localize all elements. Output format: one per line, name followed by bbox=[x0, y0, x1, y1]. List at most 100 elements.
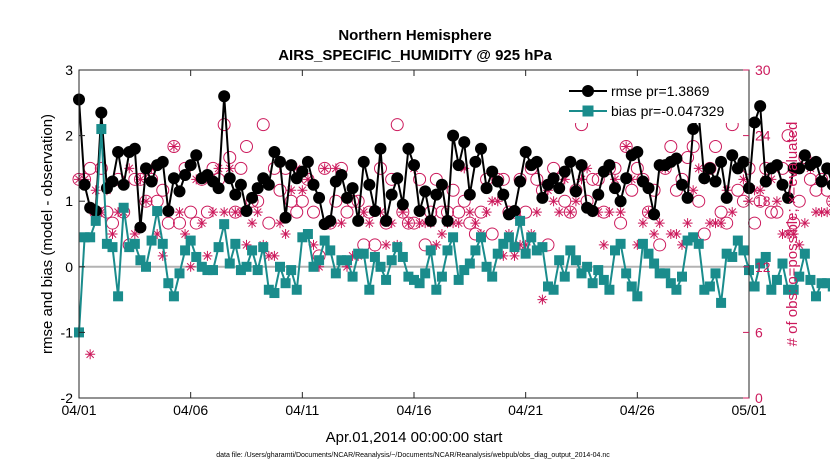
possible-obs-point bbox=[709, 140, 722, 154]
rmse-point bbox=[274, 155, 286, 168]
possible-obs-point bbox=[586, 172, 600, 186]
rmse-point bbox=[508, 205, 521, 218]
bias-point bbox=[208, 265, 218, 276]
evaluated-obs-point bbox=[168, 141, 179, 152]
rmse-point bbox=[363, 178, 376, 191]
y-right-tick-label: 30 bbox=[755, 62, 771, 78]
rmse-point bbox=[553, 182, 566, 195]
y-tick-label: -1 bbox=[61, 324, 74, 340]
bias-point bbox=[436, 271, 447, 282]
rmse-point bbox=[301, 155, 314, 168]
evaluated-obs-point bbox=[280, 229, 291, 239]
bias-point bbox=[481, 261, 492, 272]
legend-bias-label: bias pr=-0.047329 bbox=[611, 103, 724, 119]
bias-point bbox=[771, 274, 782, 285]
bias-point bbox=[330, 268, 341, 279]
rmse-point bbox=[145, 175, 158, 188]
evaluated-obs-point bbox=[688, 185, 699, 196]
rmse-point bbox=[251, 182, 264, 195]
bias-point bbox=[654, 268, 665, 279]
evaluated-obs-point bbox=[252, 207, 263, 218]
evaluated-obs-point bbox=[269, 250, 280, 261]
bias-point bbox=[263, 284, 274, 295]
bias-point bbox=[487, 271, 498, 282]
rmse-point bbox=[798, 149, 811, 162]
rmse-point bbox=[162, 205, 175, 218]
evaluated-obs-point bbox=[459, 163, 470, 174]
rmse-point bbox=[458, 136, 471, 149]
possible-obs-point bbox=[184, 205, 198, 219]
rmse-point bbox=[463, 188, 476, 201]
evaluated-obs-point bbox=[487, 196, 498, 207]
bias-point bbox=[492, 248, 503, 259]
evaluated-obs-point bbox=[347, 250, 358, 261]
x-tick-label: 04/06 bbox=[173, 402, 208, 418]
bias-point bbox=[604, 284, 615, 295]
bias-point bbox=[79, 232, 90, 243]
rmse-point bbox=[592, 188, 605, 201]
rmse-point bbox=[380, 214, 393, 227]
evaluated-obs-point bbox=[431, 239, 442, 250]
evaluated-obs-point bbox=[649, 229, 660, 239]
bias-point bbox=[816, 278, 827, 289]
possible-obs-point bbox=[418, 238, 432, 252]
evaluated-obs-point bbox=[693, 163, 704, 174]
rmse-point bbox=[469, 155, 482, 168]
bias-point bbox=[425, 245, 436, 256]
y-tick-label: 2 bbox=[65, 128, 73, 144]
legend: rmse pr=1.3869 bias pr=-0.047329 bbox=[563, 79, 741, 123]
evaluated-obs-point bbox=[219, 207, 230, 218]
bias-point bbox=[593, 265, 604, 276]
possible-obs-point bbox=[240, 140, 253, 154]
rmse-point bbox=[609, 182, 621, 195]
bias-point bbox=[297, 232, 308, 243]
rmse-point bbox=[793, 162, 806, 175]
bias-point bbox=[185, 235, 196, 246]
x-axis-label: Apr.01,2014 00:00:00 start bbox=[326, 429, 504, 446]
evaluated-obs-point bbox=[520, 239, 531, 250]
bias-point bbox=[247, 245, 258, 256]
possible-obs-point bbox=[390, 118, 404, 132]
possible-obs-point bbox=[781, 129, 795, 143]
evaluated-obs-point bbox=[682, 218, 693, 229]
evaluated-obs-point bbox=[811, 207, 821, 218]
bias-point bbox=[101, 238, 112, 249]
x-tick-label: 04/16 bbox=[396, 402, 431, 418]
possible-obs-point bbox=[217, 118, 231, 132]
rmse-point bbox=[687, 123, 700, 136]
rmse-point bbox=[307, 178, 320, 191]
bias-point bbox=[799, 248, 810, 259]
possible-obs-point bbox=[401, 216, 415, 230]
rmse-point bbox=[391, 172, 404, 185]
bias-point bbox=[336, 255, 347, 266]
rmse-point bbox=[720, 191, 733, 204]
series-layer bbox=[72, 90, 830, 360]
evaluated-obs-point bbox=[230, 207, 241, 218]
bias-point bbox=[291, 284, 302, 295]
rmse-point bbox=[424, 214, 437, 227]
possible-obs-point bbox=[630, 161, 644, 175]
bias-point bbox=[141, 261, 151, 272]
evaluated-obs-point bbox=[621, 141, 632, 152]
evaluated-obs-point bbox=[727, 207, 738, 218]
chart-subtitle: AIRS_SPECIFIC_HUMIDITY @ 925 hPa bbox=[278, 47, 552, 64]
data-file-footer: data file: /Users/gharamti/Documents/NCA… bbox=[216, 452, 610, 459]
bias-point bbox=[224, 258, 235, 269]
bias-point bbox=[621, 268, 632, 279]
bias-point bbox=[788, 284, 799, 295]
x-tick-label: 04/01 bbox=[61, 402, 96, 418]
possible-obs-point bbox=[374, 161, 387, 175]
rmse-point bbox=[715, 155, 728, 168]
y-axis-label-right: # of obs: o=possible; ×=evaluated bbox=[784, 122, 801, 347]
rmse-point bbox=[447, 129, 460, 142]
bias-point bbox=[805, 274, 816, 285]
bias-point bbox=[107, 242, 118, 253]
possible-obs-point bbox=[563, 205, 577, 219]
evaluated-obs-point bbox=[515, 239, 526, 250]
evaluated-obs-point bbox=[481, 207, 492, 218]
evaluated-obs-point bbox=[241, 239, 252, 250]
bias-point bbox=[693, 238, 704, 249]
bias-point bbox=[448, 232, 459, 243]
rmse-point bbox=[128, 142, 141, 155]
evaluated-obs-point bbox=[704, 218, 715, 229]
